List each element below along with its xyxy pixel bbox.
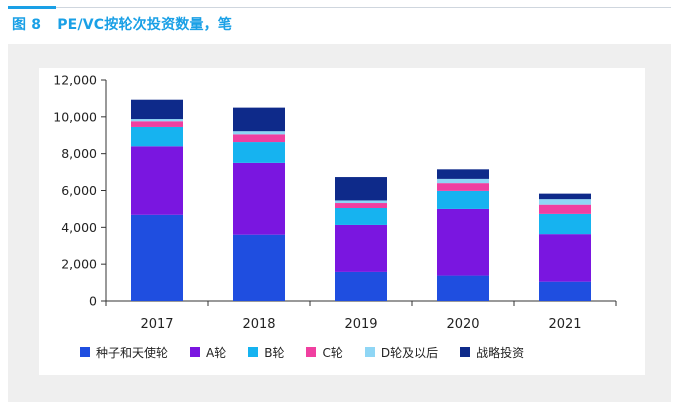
x-tick-label: 2020 xyxy=(446,317,479,332)
bar-segment-2021-4 xyxy=(539,199,591,205)
x-tick-label: 2019 xyxy=(344,317,377,332)
bar-segment-2019-4 xyxy=(335,200,387,204)
legend-item: D轮及以后 xyxy=(364,344,439,361)
legend-item: A轮 xyxy=(190,344,226,361)
bar-segment-2017-1 xyxy=(131,146,183,215)
legend-swatch xyxy=(364,347,375,357)
figure-title: 图 8 PE/VC按轮次投资数量，笔 xyxy=(12,14,232,34)
figure-title-text: PE/VC按轮次投资数量，笔 xyxy=(57,17,233,33)
bar-segment-2017-5 xyxy=(131,99,183,120)
title-accent-bar xyxy=(8,6,56,9)
bar-segment-2017-4 xyxy=(131,119,183,122)
y-tick-label: 4,000 xyxy=(61,220,97,235)
bar-segment-2018-3 xyxy=(233,134,285,143)
legend-item: 战略投资 xyxy=(460,344,524,361)
legend-item: B轮 xyxy=(248,344,284,361)
legend-label: B轮 xyxy=(264,345,285,360)
bar-segment-2019-3 xyxy=(335,203,387,208)
bar-segment-2020-0 xyxy=(437,275,489,301)
legend-swatch xyxy=(190,347,201,357)
legend-label: 种子和天使轮 xyxy=(96,345,169,360)
bar-segment-2019-5 xyxy=(335,177,387,201)
bar-segment-2018-5 xyxy=(233,107,285,132)
bar-segment-2017-2 xyxy=(131,126,183,147)
y-tick-label: 0 xyxy=(89,294,97,309)
legend-swatch xyxy=(248,347,259,357)
title-rule xyxy=(56,7,671,8)
bar-segment-2020-2 xyxy=(437,190,489,209)
figure-number: 图 8 xyxy=(12,17,42,33)
y-tick-label: 2,000 xyxy=(61,257,97,272)
legend-swatch xyxy=(80,347,90,357)
x-tick-label: 2017 xyxy=(140,317,173,332)
bar-segment-2017-3 xyxy=(131,121,183,127)
bar-segment-2020-4 xyxy=(437,178,489,184)
bar-segment-2019-0 xyxy=(335,271,387,301)
bar-segment-2020-5 xyxy=(437,169,489,179)
bar-segment-2019-1 xyxy=(335,224,387,272)
bar-segment-2017-0 xyxy=(131,214,183,301)
chart-legend: 种子和天使轮 A轮 B轮 C轮 D轮及以后 战略投资 xyxy=(80,343,524,361)
legend-label: 战略投资 xyxy=(476,345,525,360)
bar-segment-2021-1 xyxy=(539,234,591,282)
legend-item: 种子和天使轮 xyxy=(80,344,168,361)
legend-swatch xyxy=(460,347,471,357)
legend-label: D轮及以后 xyxy=(380,345,439,360)
bar-segment-2018-2 xyxy=(233,142,285,163)
bar-segment-2018-0 xyxy=(233,234,285,301)
y-tick-label: 6,000 xyxy=(61,183,97,198)
legend-label: C轮 xyxy=(322,345,343,360)
bar-segment-2020-1 xyxy=(437,208,489,276)
x-tick-label: 2018 xyxy=(242,317,275,332)
bar-segment-2021-0 xyxy=(539,281,591,301)
bar-segment-2021-3 xyxy=(539,204,591,214)
x-tick-label: 2021 xyxy=(548,317,581,332)
bar-segment-2021-2 xyxy=(539,213,591,235)
legend-item: C轮 xyxy=(306,344,343,361)
legend-swatch xyxy=(306,347,317,357)
bar-segment-2021-5 xyxy=(539,193,591,200)
y-tick-label: 8,000 xyxy=(61,146,97,161)
legend-label: A轮 xyxy=(206,345,227,360)
bar-segment-2018-4 xyxy=(233,131,285,135)
y-tick-label: 10,000 xyxy=(53,109,97,124)
y-tick-label: 12,000 xyxy=(53,73,97,88)
bar-segment-2020-3 xyxy=(437,183,489,191)
bar-segment-2018-1 xyxy=(233,162,285,235)
bar-segment-2019-2 xyxy=(335,207,387,225)
